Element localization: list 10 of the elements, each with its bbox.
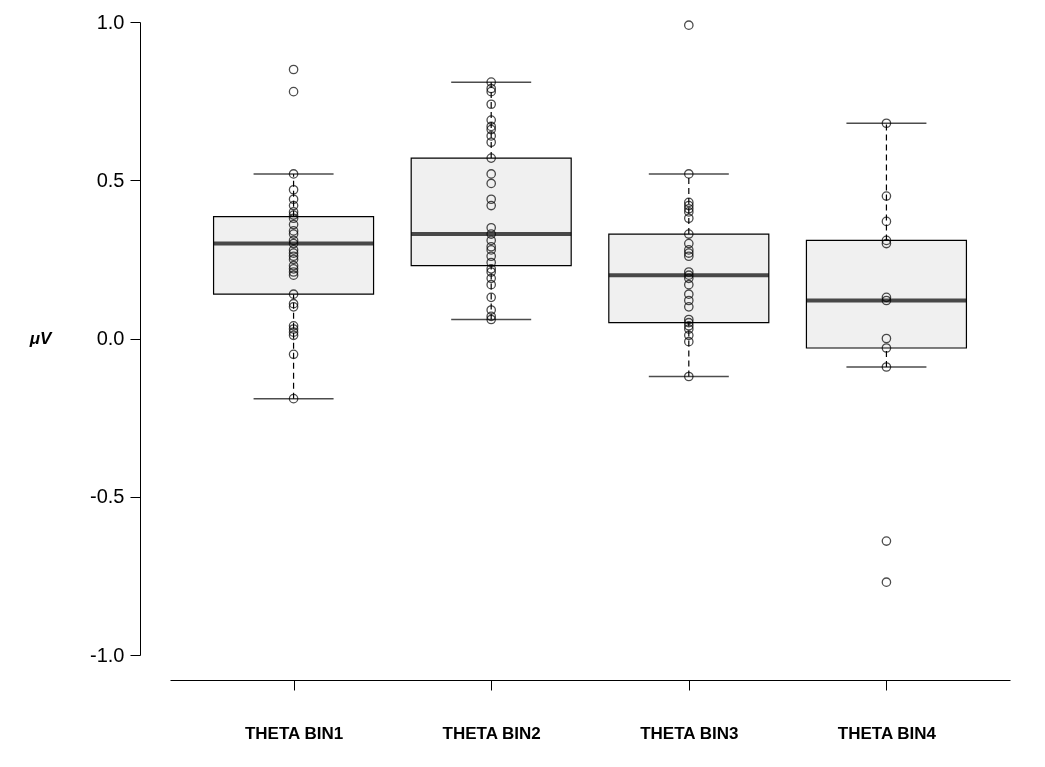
x-tick-label: THETA BIN3 xyxy=(640,723,739,743)
y-tick-label: 1.0 xyxy=(96,10,125,33)
y-tick-label: -0.5 xyxy=(90,485,125,508)
x-tick-label: THETA BIN2 xyxy=(442,723,541,743)
y-tick-label: -1.0 xyxy=(90,643,125,666)
x-tick-label: THETA BIN4 xyxy=(837,723,937,743)
y-tick-label: 0.5 xyxy=(96,168,125,191)
y-tick-label: 0.0 xyxy=(96,327,125,349)
y-axis-title: μV xyxy=(28,329,53,348)
x-tick-label: THETA BIN1 xyxy=(244,723,344,743)
